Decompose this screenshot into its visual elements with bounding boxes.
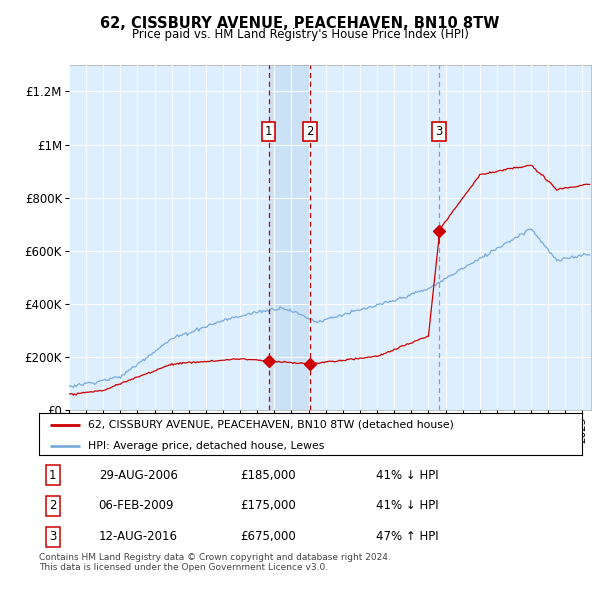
Text: 47% ↑ HPI: 47% ↑ HPI xyxy=(376,530,438,543)
Text: 3: 3 xyxy=(49,530,56,543)
Text: This data is licensed under the Open Government Licence v3.0.: This data is licensed under the Open Gov… xyxy=(39,563,328,572)
Text: £185,000: £185,000 xyxy=(240,468,296,481)
Text: Price paid vs. HM Land Registry's House Price Index (HPI): Price paid vs. HM Land Registry's House … xyxy=(131,28,469,41)
Text: 62, CISSBURY AVENUE, PEACEHAVEN, BN10 8TW (detached house): 62, CISSBURY AVENUE, PEACEHAVEN, BN10 8T… xyxy=(88,420,454,430)
Bar xyxy=(269,65,310,410)
Text: 62, CISSBURY AVENUE, PEACEHAVEN, BN10 8TW: 62, CISSBURY AVENUE, PEACEHAVEN, BN10 8T… xyxy=(100,16,500,31)
Text: £175,000: £175,000 xyxy=(240,500,296,513)
Text: 1: 1 xyxy=(49,468,56,481)
Text: Contains HM Land Registry data © Crown copyright and database right 2024.: Contains HM Land Registry data © Crown c… xyxy=(39,553,391,562)
Text: 2: 2 xyxy=(49,500,56,513)
Text: £675,000: £675,000 xyxy=(240,530,296,543)
Text: HPI: Average price, detached house, Lewes: HPI: Average price, detached house, Lewe… xyxy=(88,441,324,451)
Text: 41% ↓ HPI: 41% ↓ HPI xyxy=(376,500,438,513)
Text: 3: 3 xyxy=(436,124,443,138)
Text: 29-AUG-2006: 29-AUG-2006 xyxy=(99,468,178,481)
Text: 1: 1 xyxy=(265,124,272,138)
Text: 06-FEB-2009: 06-FEB-2009 xyxy=(99,500,174,513)
Text: 41% ↓ HPI: 41% ↓ HPI xyxy=(376,468,438,481)
Text: 2: 2 xyxy=(306,124,314,138)
Text: 12-AUG-2016: 12-AUG-2016 xyxy=(99,530,178,543)
